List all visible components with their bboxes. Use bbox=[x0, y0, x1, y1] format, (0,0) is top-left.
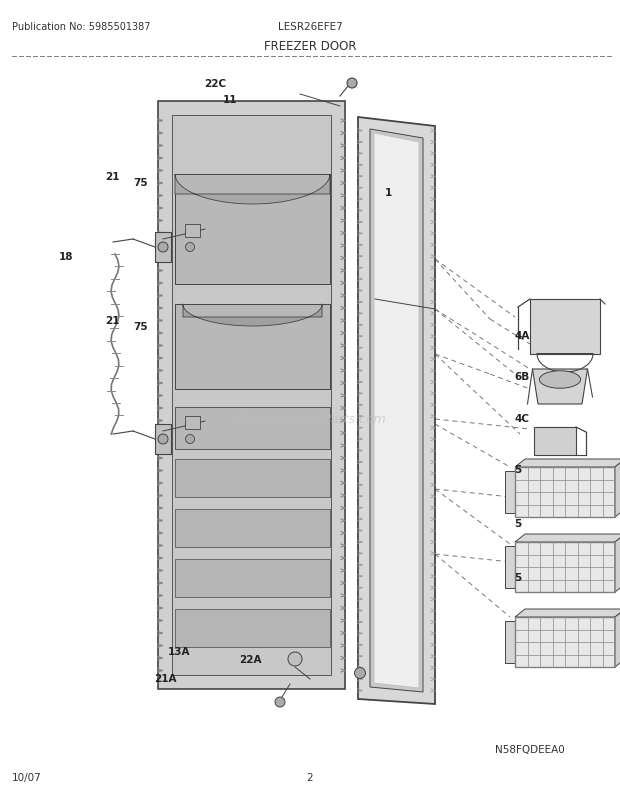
Polygon shape bbox=[185, 225, 200, 237]
Text: FREEZER DOOR: FREEZER DOOR bbox=[264, 40, 356, 53]
Polygon shape bbox=[370, 130, 423, 692]
Ellipse shape bbox=[539, 371, 580, 389]
Circle shape bbox=[185, 435, 195, 444]
Polygon shape bbox=[615, 468, 620, 513]
Polygon shape bbox=[175, 175, 330, 285]
Text: eReplacementParts.com: eReplacementParts.com bbox=[234, 413, 386, 426]
Polygon shape bbox=[515, 618, 615, 667]
Circle shape bbox=[158, 243, 168, 253]
Polygon shape bbox=[515, 610, 620, 618]
Polygon shape bbox=[175, 305, 330, 390]
Polygon shape bbox=[155, 424, 171, 455]
Text: 4C: 4C bbox=[515, 414, 529, 423]
Text: 5: 5 bbox=[515, 464, 522, 474]
Text: Publication No: 5985501387: Publication No: 5985501387 bbox=[12, 22, 151, 32]
Polygon shape bbox=[175, 610, 330, 647]
Polygon shape bbox=[175, 407, 330, 449]
Text: 21: 21 bbox=[105, 316, 120, 326]
Polygon shape bbox=[615, 542, 620, 588]
Circle shape bbox=[185, 243, 195, 252]
Polygon shape bbox=[615, 460, 620, 517]
Polygon shape bbox=[515, 468, 615, 517]
Text: 21A: 21A bbox=[154, 673, 176, 683]
Polygon shape bbox=[505, 622, 515, 663]
Polygon shape bbox=[175, 559, 330, 597]
Text: 2: 2 bbox=[307, 772, 313, 782]
Text: LESR26EFE7: LESR26EFE7 bbox=[278, 22, 342, 32]
Circle shape bbox=[275, 697, 285, 707]
Circle shape bbox=[355, 668, 366, 678]
Polygon shape bbox=[183, 305, 322, 326]
Polygon shape bbox=[515, 542, 615, 592]
Circle shape bbox=[347, 79, 357, 89]
Polygon shape bbox=[155, 233, 171, 263]
Text: 5: 5 bbox=[515, 573, 522, 582]
Polygon shape bbox=[515, 460, 620, 468]
Polygon shape bbox=[175, 175, 330, 205]
Text: N58FQDEEA0: N58FQDEEA0 bbox=[495, 744, 565, 754]
Text: 22A: 22A bbox=[239, 654, 261, 664]
Circle shape bbox=[288, 652, 302, 666]
Polygon shape bbox=[505, 546, 515, 588]
Text: 21: 21 bbox=[105, 172, 120, 181]
Text: 13A: 13A bbox=[167, 646, 190, 656]
Polygon shape bbox=[615, 610, 620, 667]
Text: 4A: 4A bbox=[515, 330, 530, 340]
Polygon shape bbox=[615, 534, 620, 592]
Polygon shape bbox=[185, 416, 200, 429]
Polygon shape bbox=[175, 460, 330, 497]
Text: 6B: 6B bbox=[515, 372, 530, 382]
Polygon shape bbox=[534, 427, 576, 456]
Polygon shape bbox=[374, 134, 419, 688]
Text: 1: 1 bbox=[384, 188, 392, 197]
Polygon shape bbox=[515, 534, 620, 542]
Polygon shape bbox=[615, 618, 620, 663]
Text: 75: 75 bbox=[133, 322, 148, 331]
Text: 22C: 22C bbox=[205, 79, 227, 89]
Polygon shape bbox=[172, 115, 331, 675]
Text: 75: 75 bbox=[133, 178, 148, 188]
Text: 5: 5 bbox=[515, 518, 522, 528]
Polygon shape bbox=[175, 509, 330, 547]
Polygon shape bbox=[505, 472, 515, 513]
Polygon shape bbox=[358, 118, 435, 704]
Polygon shape bbox=[533, 370, 588, 404]
Polygon shape bbox=[530, 300, 600, 354]
Text: 18: 18 bbox=[59, 252, 73, 261]
Text: 11: 11 bbox=[223, 95, 237, 105]
Circle shape bbox=[158, 435, 168, 444]
Text: 10/07: 10/07 bbox=[12, 772, 42, 782]
Polygon shape bbox=[158, 102, 345, 689]
